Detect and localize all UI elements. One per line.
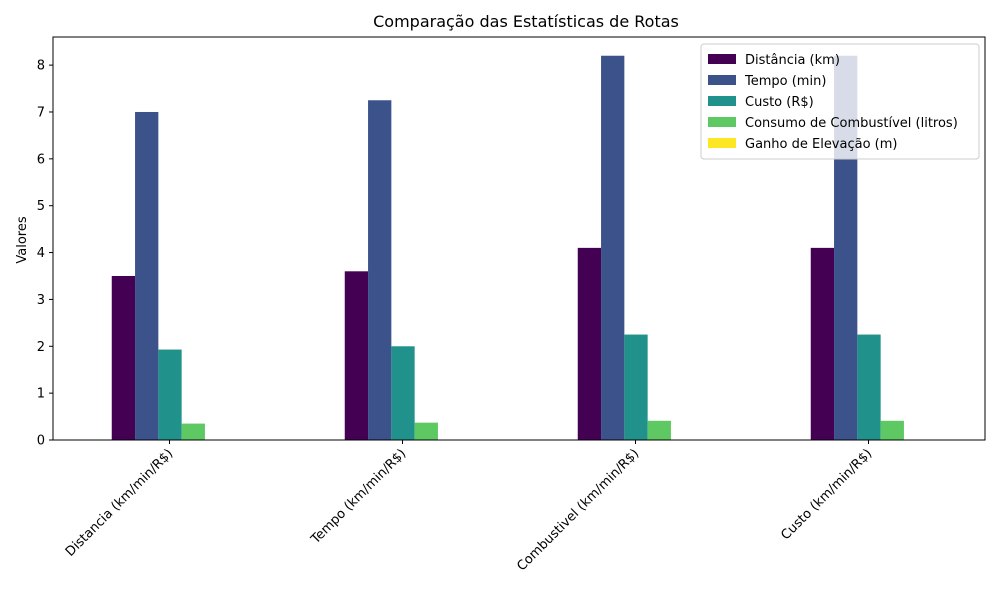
bar — [601, 55, 625, 441]
y-tick-label: 6 — [37, 152, 45, 167]
x-tick-label: Tempo (km/min/R$) — [308, 446, 410, 548]
bar — [135, 111, 159, 440]
x-tick-label: Distancia (km/min/R$) — [63, 446, 176, 559]
bar — [577, 247, 602, 440]
y-tick-label: 2 — [37, 340, 45, 355]
bar — [158, 349, 182, 440]
bar — [111, 275, 136, 440]
y-tick-label: 0 — [37, 434, 45, 449]
bar — [414, 422, 438, 440]
y-tick-label: 7 — [37, 105, 45, 120]
bar — [810, 247, 835, 440]
legend-swatch — [708, 138, 736, 148]
bar — [344, 271, 369, 440]
legend-label: Tempo (min) — [744, 74, 826, 89]
legend-swatch — [708, 96, 736, 106]
x-tick-label: Combustivel (km/min/R$) — [514, 446, 642, 574]
y-tick-label: 8 — [37, 59, 45, 74]
y-tick-label: 5 — [37, 199, 45, 214]
y-tick-label: 1 — [37, 387, 45, 402]
chart-title: Comparação das Estatísticas de Rotas — [373, 12, 679, 31]
legend-swatch — [708, 54, 736, 64]
legend-label: Ganho de Elevação (m) — [745, 137, 897, 152]
legend-swatch — [708, 75, 736, 85]
legend-box — [700, 43, 980, 160]
legend-label: Custo (R$) — [745, 95, 814, 110]
y-axis-label: Valores — [15, 216, 30, 263]
y-tick-label: 3 — [37, 293, 45, 308]
bar — [624, 334, 648, 440]
bar — [857, 334, 881, 440]
y-tick-label: 4 — [37, 246, 45, 261]
bar — [880, 420, 904, 440]
plot-frame — [52, 36, 986, 441]
bar — [181, 423, 205, 440]
x-tick-label: Custo (km/min/R$) — [778, 446, 875, 543]
bar — [368, 100, 392, 440]
legend-label: Distância (km) — [745, 53, 840, 68]
legend-label: Consumo de Combustível (litros) — [745, 116, 958, 131]
legend-swatch — [708, 117, 736, 127]
bar — [391, 346, 415, 440]
legend: Distância (km) Tempo (min) Custo (R$) Consu… — [700, 43, 980, 160]
bar — [647, 420, 671, 440]
